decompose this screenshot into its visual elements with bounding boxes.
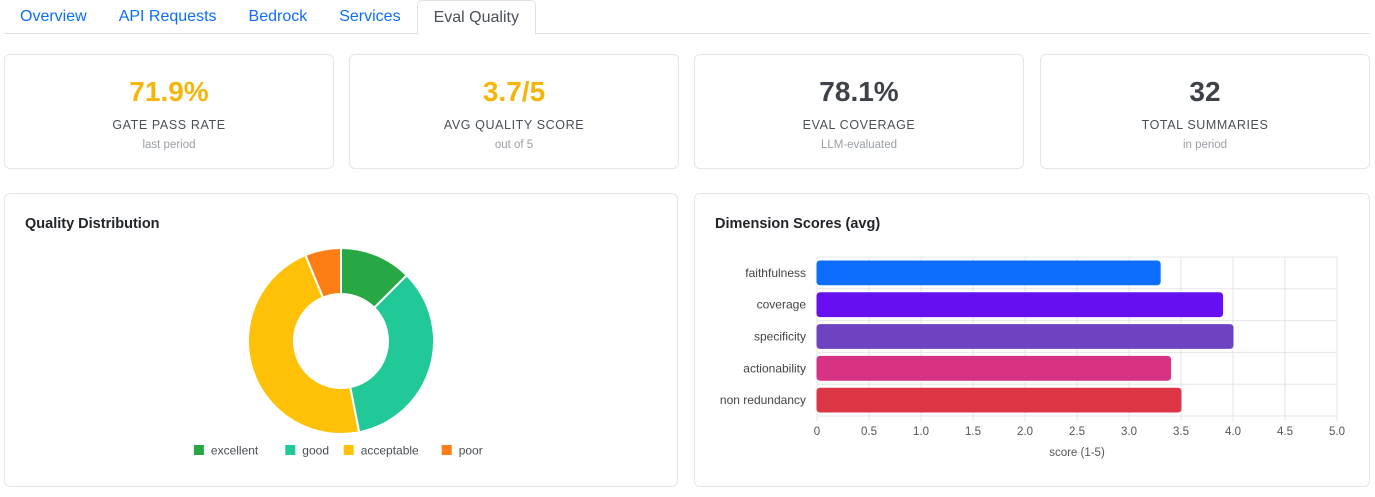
x-tick-label: 5.0 [1329,426,1345,438]
bar-specificity [816,324,1234,349]
x-tick-label: 1.5 [965,426,981,438]
y-tick-label: coverage [757,298,807,312]
kpi-value: 78.1% [819,76,899,107]
legend-swatch-acceptable [343,445,354,455]
tab-eval-quality[interactable]: Eval Quality [416,0,536,35]
legend-label-excellent: excellent [211,444,259,458]
legend-label-poor: poor [459,444,483,458]
quality-distribution-panel: Quality Distribution excellent good accept… [4,193,678,487]
donut-slice-poor [304,246,342,299]
legend-swatch-good [285,445,296,455]
panel-title: Quality Distribution [25,216,160,232]
x-tick-label: 1.0 [913,426,929,438]
kpi-value: 3.7/5 [482,76,546,107]
kpi-card-eval-coverage: 78.1% EVAL COVERAGE LLM-evaluated [694,54,1024,169]
x-tick-label: 3.5 [1173,426,1189,438]
kpi-subtext: out of 5 [494,139,534,151]
kpi-label: AVG QUALITY SCORE [443,118,585,132]
y-tick-label: specificity [754,330,806,344]
kpi-card-total-summaries: 32 TOTAL SUMMARIES in period [1040,54,1370,169]
quality-donut-chart: excellent good acceptable poor [193,246,483,458]
legend-swatch-poor [441,445,452,455]
legend-swatch-excellent [193,445,204,455]
x-tick-label: 4.5 [1277,426,1293,438]
kpi-subtext: in period [1182,139,1228,151]
dimension-scores-panel: Dimension Scores (avg) 0 0.5 1.0 1.5 2.0 2.5 3… [694,193,1370,487]
bar-non-redundancy [816,387,1182,413]
kpi-value: 32 [1189,76,1221,107]
kpi-label: GATE PASS RATE [112,118,226,132]
kpi-subtext: last period [142,139,196,151]
x-tick-label: 3.0 [1121,426,1137,438]
panel-title: Dimension Scores (avg) [715,216,881,232]
x-tick-label: 0.5 [861,426,877,438]
kpi-card-gate-pass-rate: 71.9% GATE PASS RATE last period [4,54,334,169]
tab-api-requests[interactable]: API Requests [118,8,217,25]
bar-coverage [816,292,1224,318]
dimension-bar-chart: 0 0.5 1.0 1.5 2.0 2.5 3.0 3.5 4.0 4.5 5.0 faithfuln… [720,256,1345,459]
bar-faithfulness [816,260,1161,286]
kpi-subtext: LLM-evaluated [820,139,898,151]
x-tick-label: 2.0 [1017,426,1033,438]
bar-actionability [816,355,1172,381]
x-tick-label: 4.0 [1225,426,1241,438]
kpi-value: 71.9% [129,76,209,107]
x-tick-label: 2.5 [1069,426,1085,438]
y-tick-label: faithfulness [745,266,806,280]
kpi-label: EVAL COVERAGE [802,118,916,132]
kpi-card-avg-quality-score: 3.7/5 AVG QUALITY SCORE out of 5 [349,54,679,169]
y-tick-label: actionability [743,361,806,375]
tab-bedrock[interactable]: Bedrock [248,8,308,25]
tab-services[interactable]: Services [339,8,401,25]
legend-label-acceptable: acceptable [361,444,419,458]
donut-slice-acceptable [247,253,361,435]
tab-bar: Overview API Requests Bedrock Services E… [4,0,1370,35]
kpi-label: TOTAL SUMMARIES [1141,118,1269,132]
y-tick-label: non redundancy [720,393,806,407]
tab-overview[interactable]: Overview [20,8,87,25]
donut-slice-good [348,273,435,434]
x-tick-label: 0 [814,426,820,438]
legend-label-good: good [302,444,329,458]
x-axis-label: score (1-5) [1049,447,1105,459]
